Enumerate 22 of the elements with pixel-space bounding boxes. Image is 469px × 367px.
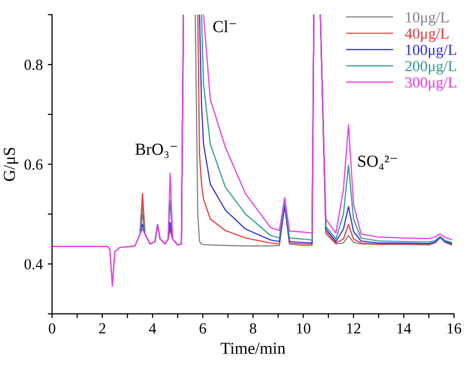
y-tick-label: 0.6	[24, 159, 43, 170]
x-tick-label: 2	[99, 323, 106, 334]
x-tick-label: 8	[250, 323, 256, 334]
y-axis-title: G/μS	[4, 148, 18, 181]
legend-label: 300μg/L	[405, 77, 456, 91]
legend-label: 40μg/L	[405, 28, 448, 42]
x-tick-label: 14	[397, 323, 412, 334]
annotation: Cl⁻	[213, 20, 236, 32]
annotation: SO₄²⁻	[358, 156, 397, 170]
x-axis-title: Time/min	[220, 342, 286, 354]
legend-label: 100μg/L	[406, 44, 456, 58]
x-tick-label: 4	[149, 323, 156, 334]
y-tick-label: 0.4	[24, 259, 43, 270]
legend-label: 10μg/L	[406, 12, 448, 26]
annotation: BrO₃⁻	[135, 144, 178, 158]
x-tick-label: 0	[48, 323, 56, 334]
x-tick-label: 12	[347, 323, 360, 334]
x-tick-label: 16	[448, 323, 462, 334]
y-tick-label: 0.8	[24, 60, 42, 70]
x-tick-label: 10	[296, 323, 310, 334]
legend-label: 200μg/L	[405, 61, 456, 74]
x-tick-label: 6	[200, 323, 206, 334]
